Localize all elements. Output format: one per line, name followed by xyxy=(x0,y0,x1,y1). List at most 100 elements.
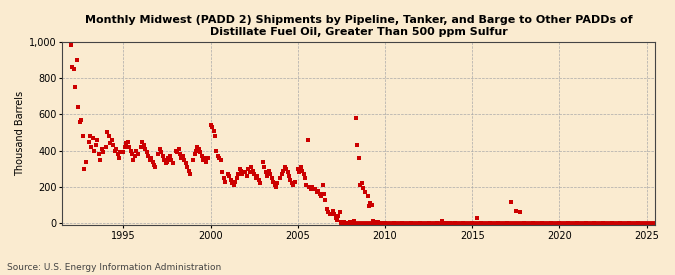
Point xyxy=(219,179,230,184)
Point xyxy=(150,165,161,169)
Point xyxy=(388,221,399,226)
Point xyxy=(333,214,344,218)
Point xyxy=(254,181,265,186)
Point xyxy=(98,150,109,155)
Point xyxy=(96,147,107,151)
Point xyxy=(339,220,350,224)
Point xyxy=(589,221,599,226)
Point xyxy=(224,174,235,178)
Point xyxy=(171,150,182,155)
Point xyxy=(436,218,447,223)
Point xyxy=(243,167,254,171)
Point xyxy=(207,125,217,129)
Point xyxy=(113,156,124,160)
Point xyxy=(537,221,547,226)
Point xyxy=(195,150,206,155)
Point xyxy=(554,221,565,226)
Point xyxy=(132,152,143,156)
Point xyxy=(242,174,252,178)
Point xyxy=(108,143,119,147)
Point xyxy=(246,165,256,169)
Point xyxy=(179,158,190,162)
Point xyxy=(214,156,225,160)
Point xyxy=(119,145,130,149)
Point xyxy=(296,165,306,169)
Point xyxy=(327,208,338,213)
Point xyxy=(121,141,132,145)
Point xyxy=(338,220,348,225)
Point xyxy=(466,221,477,226)
Point xyxy=(271,185,281,189)
Point xyxy=(624,221,634,226)
Point xyxy=(156,150,167,155)
Point xyxy=(362,194,373,198)
Point xyxy=(65,43,76,47)
Point xyxy=(257,159,268,164)
Point xyxy=(250,176,261,180)
Point xyxy=(350,116,361,120)
Point xyxy=(632,221,643,226)
Point xyxy=(89,148,100,153)
Point xyxy=(281,167,292,171)
Point xyxy=(160,161,171,166)
Point xyxy=(288,183,299,187)
Point xyxy=(147,159,158,164)
Point xyxy=(519,221,530,226)
Point xyxy=(458,221,469,226)
Point xyxy=(232,176,242,180)
Point xyxy=(249,172,260,177)
Point xyxy=(375,221,386,226)
Point xyxy=(230,179,241,184)
Point xyxy=(272,181,283,186)
Point xyxy=(166,158,177,162)
Point xyxy=(321,207,332,211)
Point xyxy=(279,165,290,169)
Point xyxy=(367,203,377,207)
Point xyxy=(252,174,263,178)
Point xyxy=(92,138,103,142)
Point xyxy=(138,143,149,147)
Point xyxy=(354,156,364,160)
Point xyxy=(131,148,142,153)
Point xyxy=(311,190,322,195)
Point xyxy=(297,169,308,173)
Point xyxy=(265,172,275,177)
Point xyxy=(69,67,80,71)
Point xyxy=(247,169,258,173)
Point xyxy=(237,172,248,177)
Point xyxy=(228,183,239,187)
Point xyxy=(278,169,289,173)
Point xyxy=(244,170,255,175)
Point xyxy=(266,176,277,180)
Point xyxy=(157,154,168,158)
Point xyxy=(240,170,251,175)
Point xyxy=(215,158,226,162)
Point xyxy=(103,134,114,138)
Point xyxy=(335,210,346,215)
Point xyxy=(319,192,329,196)
Point xyxy=(136,145,146,149)
Point xyxy=(365,201,376,206)
Point xyxy=(102,130,113,135)
Point xyxy=(502,221,512,226)
Point xyxy=(314,192,325,196)
Point xyxy=(223,172,234,177)
Point xyxy=(355,183,366,187)
Point xyxy=(111,147,122,151)
Point xyxy=(185,172,196,177)
Point xyxy=(580,221,591,226)
Y-axis label: Thousand Barrels: Thousand Barrels xyxy=(15,91,25,176)
Point xyxy=(349,218,360,223)
Point xyxy=(198,158,209,162)
Point xyxy=(292,167,303,171)
Point xyxy=(180,161,191,166)
Point xyxy=(191,148,202,153)
Point xyxy=(78,134,88,138)
Point xyxy=(173,147,184,151)
Point xyxy=(261,170,271,175)
Point xyxy=(234,167,245,171)
Point xyxy=(218,176,229,180)
Point xyxy=(515,210,526,215)
Point xyxy=(74,119,85,124)
Point xyxy=(340,221,351,225)
